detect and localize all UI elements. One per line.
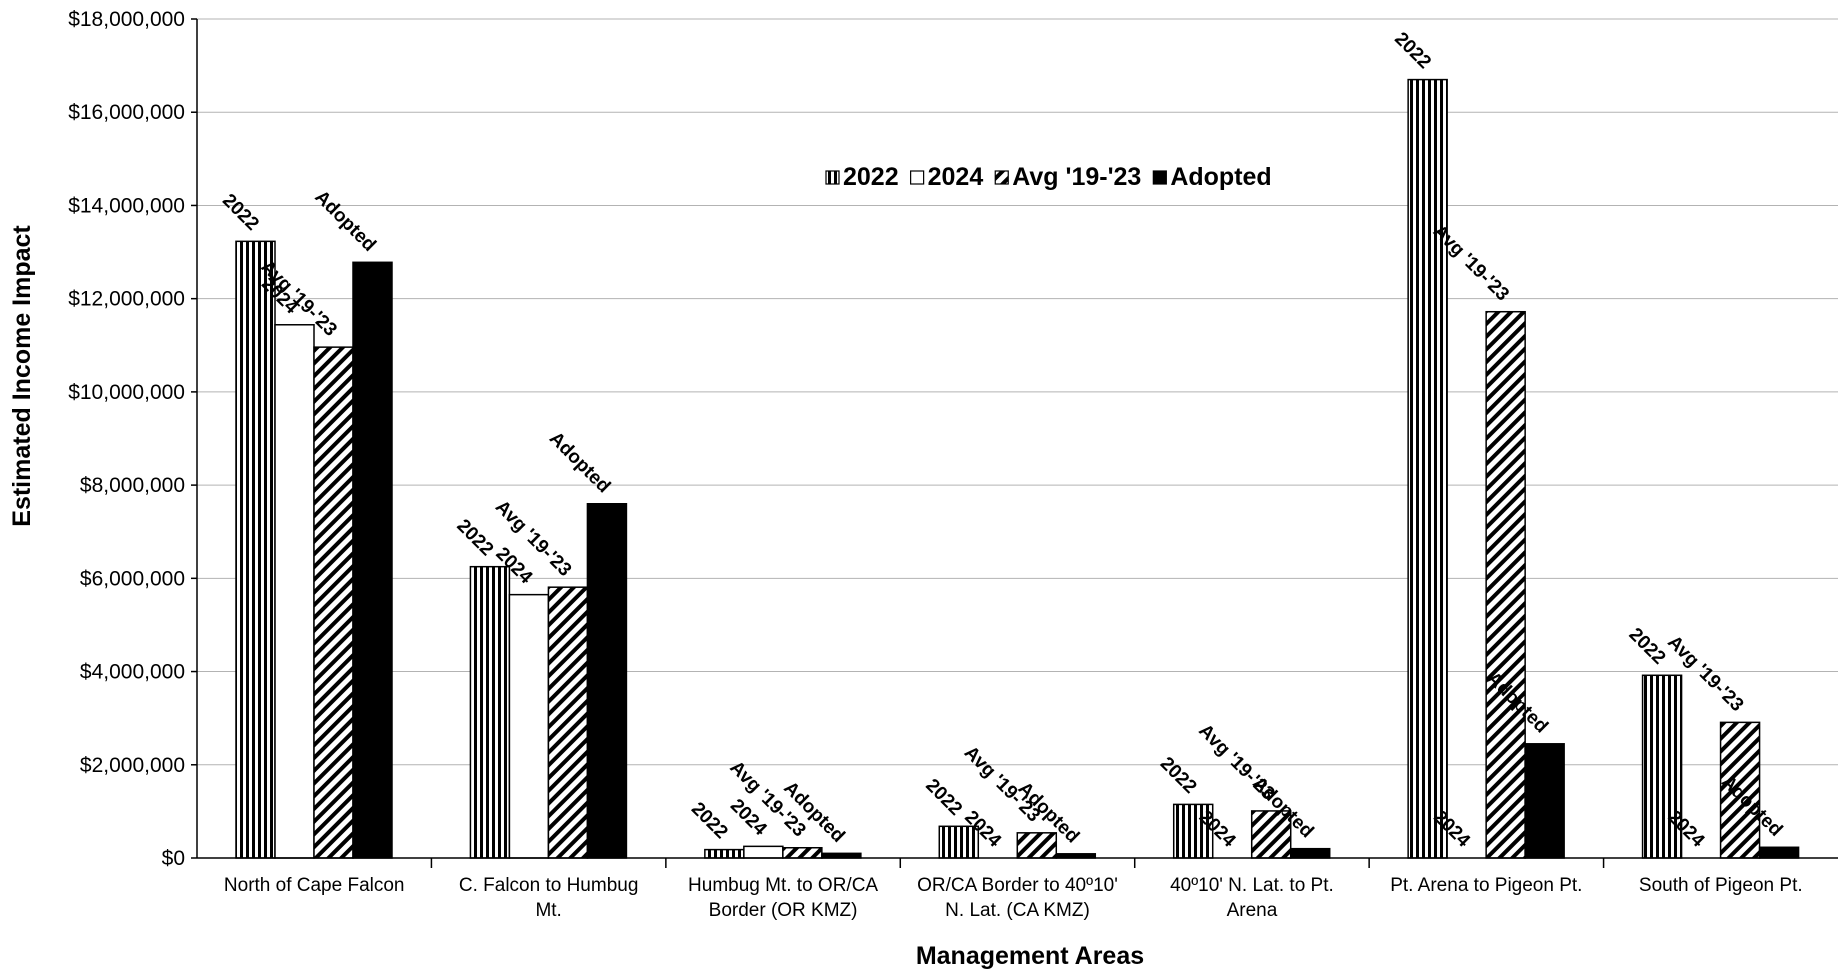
bar xyxy=(547,586,589,859)
y-tick-label: $0 xyxy=(162,847,185,870)
bar xyxy=(1641,674,1683,859)
bar xyxy=(1719,721,1761,859)
category-label: C. Falcon to Humbug xyxy=(459,875,639,896)
gridlines xyxy=(191,18,1838,859)
bar-label: 2022 xyxy=(452,515,497,560)
bars xyxy=(235,78,1800,859)
y-tick-label: $14,000,000 xyxy=(68,194,185,217)
y-tick-labels: $0 $2,000,000 $4,000,000 $6,000,000 $8,000,0… xyxy=(68,8,185,870)
category-label: North of Cape Falcon xyxy=(224,875,405,896)
legend-swatch xyxy=(994,170,1009,185)
category-label: Humbug Mt. to OR/CA xyxy=(688,875,878,896)
bar xyxy=(1250,810,1292,859)
y-tick-label: $4,000,000 xyxy=(80,661,185,684)
bar xyxy=(1016,832,1058,859)
bar xyxy=(586,503,628,859)
bar xyxy=(235,240,276,859)
bar xyxy=(1524,743,1565,859)
category-label: Pt. Arena to Pigeon Pt. xyxy=(1390,875,1582,896)
bar xyxy=(313,346,354,859)
bar xyxy=(704,848,745,859)
bar xyxy=(1485,310,1526,859)
bar-label: 2022 xyxy=(921,775,966,820)
bar xyxy=(469,565,511,859)
bar xyxy=(782,846,823,859)
bar-label: 2022 xyxy=(218,190,263,235)
legend-swatch xyxy=(1152,170,1167,185)
category-label: Mt. xyxy=(535,900,561,921)
category-label: Arena xyxy=(1227,900,1278,921)
bar xyxy=(1758,846,1800,859)
bar-label: Adopted xyxy=(545,428,614,497)
legend-entry: 2024 xyxy=(928,163,984,191)
legend-swatch xyxy=(910,170,925,185)
y-tick-label: $10,000,000 xyxy=(68,381,185,404)
bar xyxy=(1407,78,1448,859)
legend-entry: 2022 xyxy=(843,163,899,191)
y-tick-label: $8,000,000 xyxy=(80,474,185,497)
y-tick-label: $2,000,000 xyxy=(80,754,185,777)
bar xyxy=(508,593,550,859)
category-label: South of Pigeon Pt. xyxy=(1639,875,1803,896)
axes xyxy=(196,19,1838,859)
legend-swatch xyxy=(825,170,840,185)
legend-entry: Adopted xyxy=(1170,163,1271,191)
y-tick-label: $18,000,000 xyxy=(68,8,185,31)
y-tick-label: $6,000,000 xyxy=(80,567,185,590)
x-axis-title: Management Areas xyxy=(916,942,1144,970)
y-tick-label: $12,000,000 xyxy=(68,288,185,311)
legend: 2022 2024 Avg '19-'23 Adopted xyxy=(825,163,1272,191)
y-tick-label: $16,000,000 xyxy=(68,101,185,124)
category-label: Border (OR KMZ) xyxy=(709,900,858,921)
bar xyxy=(743,845,784,859)
bar-label: 2022 xyxy=(1625,624,1670,669)
bar-label: 2022 xyxy=(687,798,732,843)
category-labels: North of Cape Falcon C. Falcon to Humbug M… xyxy=(224,858,1803,921)
bar xyxy=(352,261,393,859)
bar xyxy=(274,324,315,859)
category-label: 40º10' N. Lat. to Pt. xyxy=(1170,875,1334,896)
legend-entry: Avg '19-'23 xyxy=(1012,163,1141,191)
category-label: N. Lat. (CA KMZ) xyxy=(945,900,1090,921)
category-label: OR/CA Border to 40º10' xyxy=(917,875,1118,896)
y-axis-title: Estimated Income Impact xyxy=(8,225,36,527)
bar-label: 2022 xyxy=(1390,28,1435,73)
bar xyxy=(1172,803,1214,859)
bar-label: Adopted xyxy=(310,187,379,256)
bar-label: 2022 xyxy=(1156,753,1201,798)
bar xyxy=(1289,847,1331,859)
